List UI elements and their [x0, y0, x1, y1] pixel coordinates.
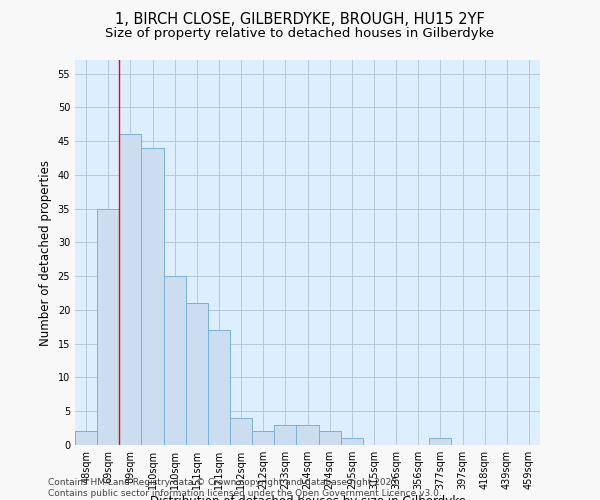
Text: Contains HM Land Registry data © Crown copyright and database right 2025.
Contai: Contains HM Land Registry data © Crown c… [48, 478, 442, 498]
Text: Size of property relative to detached houses in Gilberdyke: Size of property relative to detached ho… [106, 28, 494, 40]
Bar [119, 134, 142, 445]
Text: 1, BIRCH CLOSE, GILBERDYKE, BROUGH, HU15 2YF: 1, BIRCH CLOSE, GILBERDYKE, BROUGH, HU15… [115, 12, 485, 28]
Bar [97, 208, 119, 445]
Bar [208, 330, 230, 445]
Bar [230, 418, 252, 445]
Bar [429, 438, 451, 445]
Bar [75, 432, 97, 445]
Bar [186, 303, 208, 445]
Bar [142, 148, 164, 445]
Bar [341, 438, 363, 445]
Bar [274, 424, 296, 445]
Bar [296, 424, 319, 445]
Y-axis label: Number of detached properties: Number of detached properties [39, 160, 52, 346]
Bar [319, 432, 341, 445]
Bar [252, 432, 274, 445]
Bar [164, 276, 186, 445]
X-axis label: Distribution of detached houses by size in Gilberdyke: Distribution of detached houses by size … [149, 495, 466, 500]
